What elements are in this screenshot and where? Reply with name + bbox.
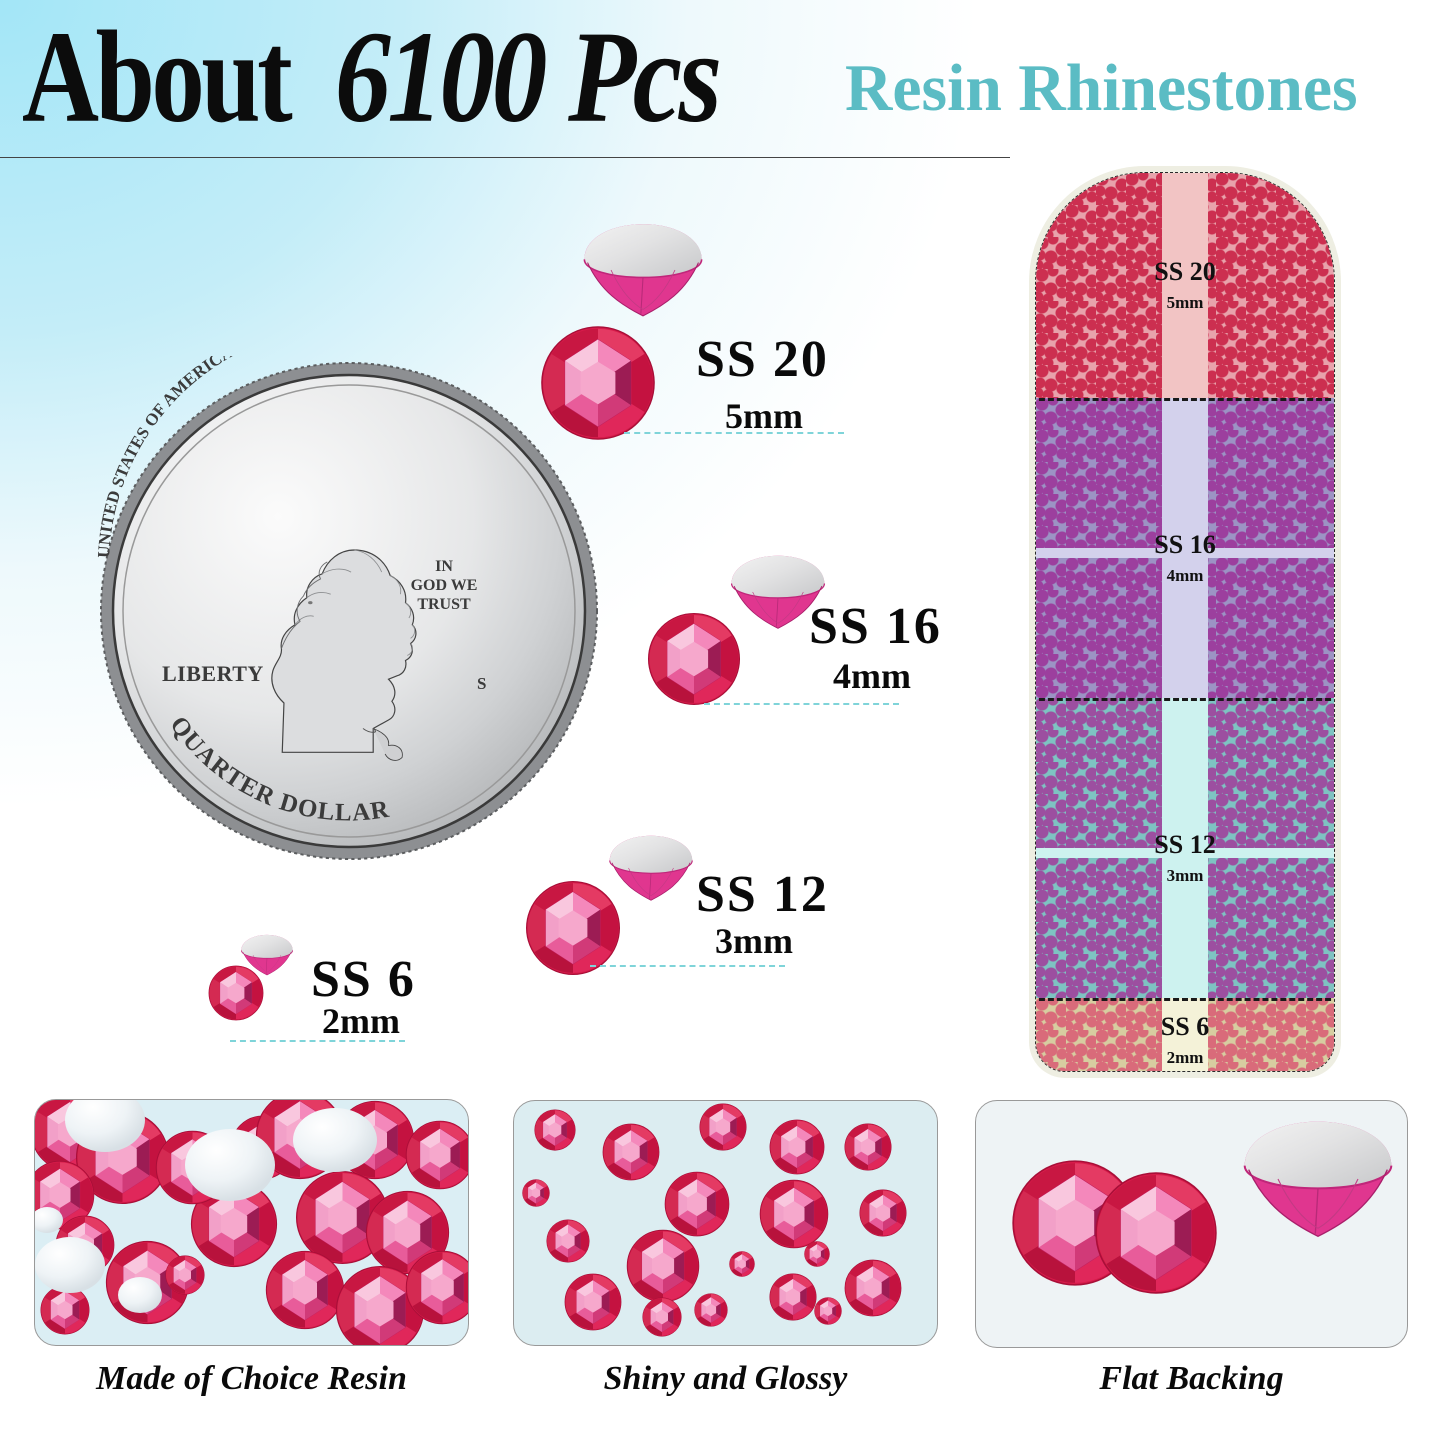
- svg-text:S: S: [477, 674, 486, 693]
- svg-text:IN: IN: [435, 558, 453, 575]
- svg-text:GOD WE: GOD WE: [411, 577, 478, 594]
- svg-text:LIBERTY: LIBERTY: [162, 661, 264, 686]
- svg-text:TRUST: TRUST: [417, 596, 471, 613]
